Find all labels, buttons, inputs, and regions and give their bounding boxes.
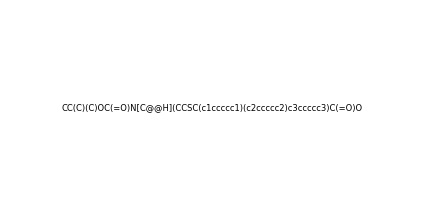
Text: CC(C)(C)OC(=O)N[C@@H](CCSC(c1ccccc1)(c2ccccc2)c3ccccc3)C(=O)O: CC(C)(C)OC(=O)N[C@@H](CCSC(c1ccccc1)(c2c… [61,103,363,113]
